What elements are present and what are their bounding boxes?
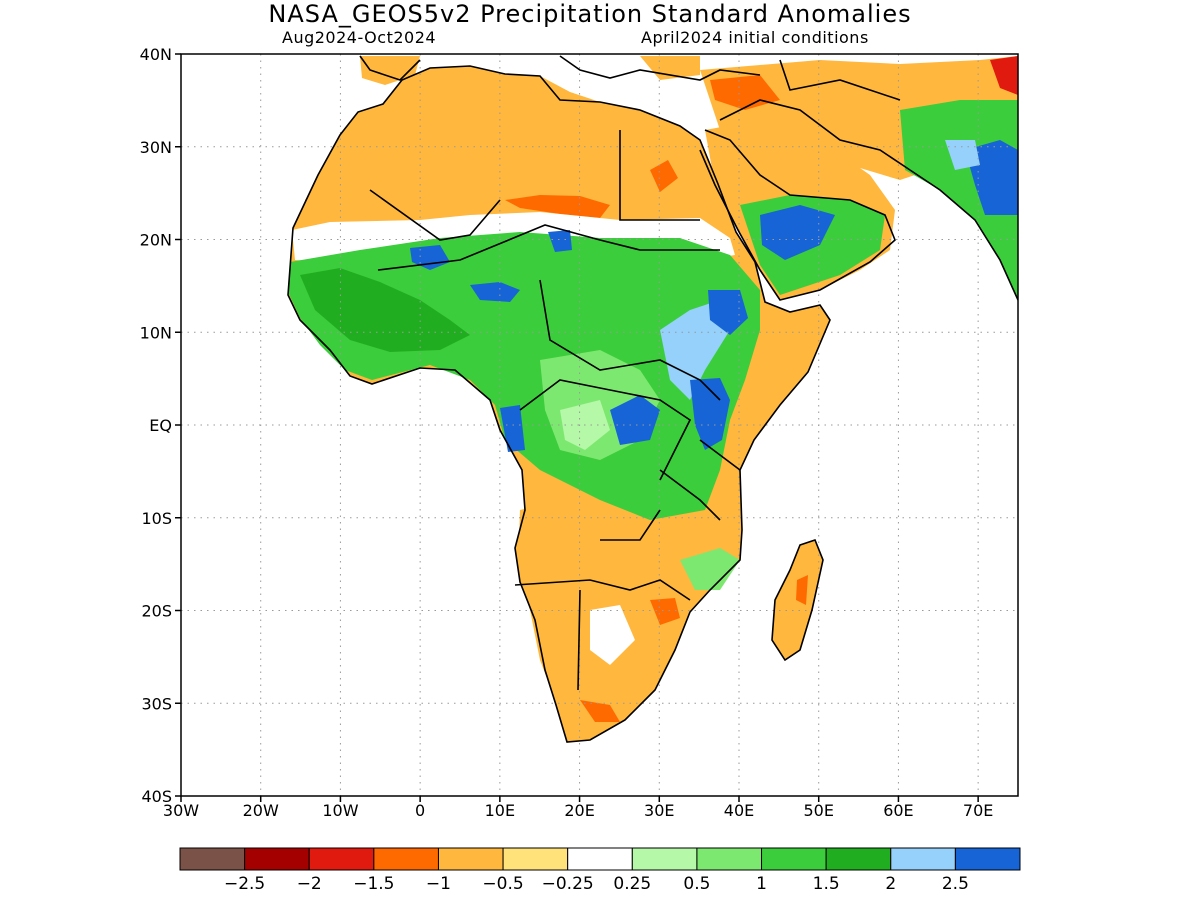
lat-tick-label: 30N bbox=[140, 138, 172, 157]
period-subtitle: Aug2024-Oct2024 bbox=[282, 28, 437, 47]
ethiopia-blue bbox=[708, 290, 748, 335]
lat-tick-label: 40S bbox=[141, 787, 172, 806]
northeast-red bbox=[990, 56, 1018, 95]
lat-tick-label: 10S bbox=[141, 509, 172, 528]
colorbar-swatch bbox=[954, 847, 1021, 871]
colorbar-swatch bbox=[761, 847, 827, 871]
mozambique-green bbox=[680, 548, 740, 590]
latitude-axis: 40N 30N 20N 10N EQ 10S 20S 30S 40S bbox=[140, 45, 181, 806]
lon-tick-label: 40E bbox=[724, 801, 754, 820]
sahara-dry-band bbox=[305, 78, 715, 218]
lon-tick-label: 30W bbox=[163, 801, 199, 820]
border-libya-egypt bbox=[619, 130, 700, 221]
sahel-blue-spot bbox=[410, 245, 450, 270]
coastlines bbox=[287, 55, 1018, 743]
ethiopia-light-blue bbox=[660, 300, 730, 400]
border-east bbox=[659, 439, 741, 521]
border-middle-east bbox=[719, 59, 911, 171]
europe-dry bbox=[360, 56, 420, 85]
lon-tick-label: 0 bbox=[415, 801, 425, 820]
colorbar-label: −1.5 bbox=[353, 874, 394, 894]
lat-tick-label: EQ bbox=[149, 416, 172, 435]
colorbar-swatch bbox=[244, 847, 310, 871]
europe-coastline bbox=[359, 55, 761, 81]
colorbar-swatch bbox=[696, 847, 763, 871]
lat-tick-label: 40N bbox=[140, 45, 172, 64]
border-sahel bbox=[377, 224, 720, 271]
lat-tick-label: 30S bbox=[141, 694, 172, 713]
lon-tick-label: 10W bbox=[322, 801, 358, 820]
colorbar-swatch bbox=[890, 847, 956, 871]
initial-conditions-subtitle: April2024 initial conditions bbox=[641, 28, 869, 47]
india-coastline bbox=[909, 169, 1018, 301]
zimbabwe-orange bbox=[650, 598, 680, 625]
lon-tick-label: 50E bbox=[803, 801, 833, 820]
chad-blue-spot bbox=[470, 282, 520, 302]
colorbar: −2.5 −2 −1.5 −1 −0.5 −0.25 0.25 0.5 1 1.5 2 2.5 bbox=[179, 847, 1021, 894]
colorbar-label: 0.5 bbox=[683, 874, 710, 894]
graticule bbox=[181, 54, 1018, 796]
south-africa-orange bbox=[580, 700, 620, 722]
colorbar-swatch bbox=[502, 847, 569, 871]
lon-tick-label: 30E bbox=[644, 801, 674, 820]
colorbar-label: −2 bbox=[297, 874, 322, 894]
lon-tick-label: 20E bbox=[564, 801, 594, 820]
africa-coastline bbox=[287, 65, 831, 743]
sudan-blue-spot bbox=[548, 230, 572, 252]
colorbar-label: 0.25 bbox=[613, 874, 651, 894]
colorbar-label: 2 bbox=[885, 874, 896, 894]
colorbar-label: −2.5 bbox=[224, 874, 265, 894]
lat-tick-label: 10N bbox=[140, 323, 172, 342]
arabia-coastline bbox=[699, 129, 896, 301]
west-africa-wet bbox=[300, 268, 470, 352]
lon-tick-label: 10E bbox=[485, 801, 515, 820]
lon-tick-label: 20W bbox=[243, 801, 279, 820]
lon-tick-label: 60E bbox=[883, 801, 913, 820]
colorbar-label: 1.5 bbox=[813, 874, 840, 894]
colorbar-label: −1 bbox=[426, 874, 451, 894]
sahara-orange-spot bbox=[505, 195, 610, 218]
lat-tick-label: 20S bbox=[141, 602, 172, 621]
colorbar-swatch bbox=[373, 847, 439, 871]
colorbar-swatch bbox=[567, 847, 633, 871]
madagascar-coastline bbox=[771, 539, 824, 662]
arabia-blue bbox=[760, 205, 835, 260]
congo-blue bbox=[610, 395, 660, 445]
mediterranean-dry bbox=[640, 56, 700, 80]
east-africa-blue bbox=[690, 378, 730, 450]
map-title: NASA_GEOS5v2 Precipitation Standard Anom… bbox=[268, 0, 912, 28]
colorbar-swatch bbox=[437, 847, 504, 871]
madagascar-orange bbox=[796, 575, 808, 605]
egypt-orange-spot bbox=[650, 160, 678, 192]
colorbar-swatch bbox=[308, 847, 375, 871]
border-congo bbox=[519, 379, 692, 481]
border-central bbox=[539, 279, 721, 401]
colorbar-swatch bbox=[179, 847, 246, 871]
lon-tick-label: 70E bbox=[963, 801, 993, 820]
colorbar-label: 1 bbox=[756, 874, 767, 894]
lat-tick-label: 20N bbox=[140, 231, 172, 250]
india-light-blue bbox=[945, 140, 980, 170]
border-algeria bbox=[369, 189, 501, 241]
colorbar-label: 2.5 bbox=[942, 874, 969, 894]
southern-africa-white bbox=[590, 605, 635, 665]
colorbar-swatch bbox=[825, 847, 892, 871]
colorbar-label: −0.5 bbox=[482, 874, 523, 894]
colorbar-swatch bbox=[631, 847, 698, 871]
colorbar-label: −0.25 bbox=[542, 874, 594, 894]
border-south bbox=[514, 509, 691, 691]
anomaly-field bbox=[288, 56, 1018, 742]
longitude-axis: 30W 20W 10W 0 10E 20E 30E 40E 50E 60E 70E bbox=[163, 796, 993, 820]
